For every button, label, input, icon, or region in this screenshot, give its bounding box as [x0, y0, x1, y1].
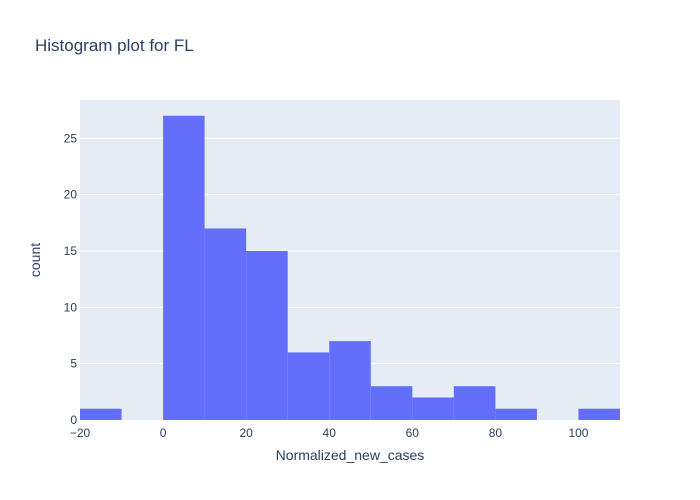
histogram-bars: [80, 115, 620, 420]
x-tick-label: 60: [406, 426, 420, 440]
histogram-bar: [163, 115, 205, 420]
x-tick-label: 100: [568, 426, 588, 440]
y-axis-title: count: [27, 243, 43, 277]
histogram-bar: [495, 408, 537, 420]
x-tick-label: 20: [239, 426, 253, 440]
chart-title: Histogram plot for FL: [35, 36, 194, 55]
y-tick-label: 5: [70, 357, 77, 371]
histogram-bar: [80, 408, 122, 420]
x-axis-title: Normalized_new_cases: [276, 447, 425, 463]
x-tick-label: −20: [70, 426, 91, 440]
histogram-bar: [370, 386, 413, 420]
y-tick-label: 10: [64, 300, 78, 314]
y-tick-label: 15: [64, 244, 78, 258]
x-axis-ticks: −20 0 20 40 60 80 100: [70, 426, 589, 440]
histogram-bar: [204, 228, 247, 420]
x-tick-label: 40: [323, 426, 337, 440]
histogram-bar: [246, 250, 288, 420]
histogram-bar: [578, 408, 620, 420]
histogram-bar: [412, 397, 454, 420]
histogram-bar: [329, 341, 371, 420]
histogram-bar: [287, 352, 330, 420]
y-axis-ticks: 0 5 10 15 20 25: [64, 131, 78, 427]
y-tick-label: 20: [64, 188, 78, 202]
x-tick-label: 80: [489, 426, 503, 440]
y-tick-label: 25: [64, 131, 78, 145]
histogram-bar: [453, 386, 496, 420]
y-tick-label: 0: [70, 413, 77, 427]
x-tick-label: 0: [160, 426, 167, 440]
